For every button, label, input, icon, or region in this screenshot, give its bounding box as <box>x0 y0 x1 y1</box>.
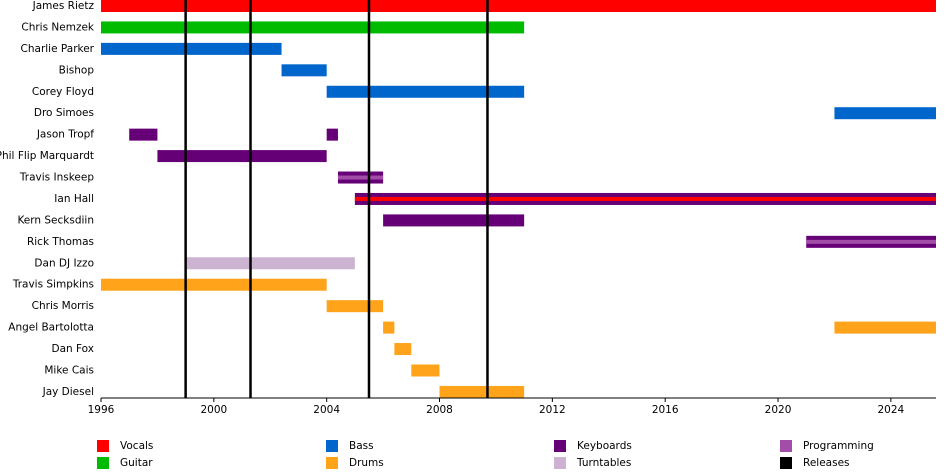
membership-bar <box>411 364 440 377</box>
legend-label: Vocals <box>120 440 153 452</box>
legend-swatch <box>97 440 109 452</box>
member-label: Angel Bartolotta <box>8 322 94 334</box>
membership-bar <box>101 278 327 291</box>
membership-bar <box>101 42 282 55</box>
membership-bar <box>101 0 936 12</box>
legend-swatch <box>780 440 792 452</box>
member-label: Rick Thomas <box>27 236 94 248</box>
member-label: Travis Simpkins <box>12 279 94 291</box>
membership-bar <box>383 214 525 227</box>
membership-bar <box>439 385 525 398</box>
legend-label: Bass <box>349 440 374 452</box>
member-label: Dan Fox <box>52 343 95 355</box>
membership-bar <box>101 21 525 34</box>
member-label: Dro Simoes <box>34 107 94 119</box>
member-label: Phil Flip Marquardt <box>0 150 94 162</box>
member-label: Chris Nemzek <box>21 21 95 33</box>
member-label: James Rietz <box>32 0 95 12</box>
member-label: Jay Diesel <box>42 386 94 398</box>
legend-label: Keyboards <box>577 440 632 452</box>
membership-bar <box>834 321 936 334</box>
membership-bar <box>157 150 327 163</box>
secondary-role-stripe <box>354 196 936 201</box>
membership-bar <box>129 128 158 141</box>
x-tick-label: 2020 <box>765 404 792 416</box>
membership-bar <box>383 321 395 334</box>
member-label: Corey Floyd <box>32 86 94 98</box>
x-tick-label: 1996 <box>88 404 115 416</box>
member-label: Kern Secksdiin <box>17 214 94 226</box>
member-label: Dan DJ Izzo <box>34 257 94 269</box>
x-tick-label: 2016 <box>652 404 679 416</box>
membership-bar <box>185 257 355 270</box>
secondary-role-stripe <box>806 239 936 244</box>
legend-label: Programming <box>803 440 874 452</box>
member-label: Chris Morris <box>32 300 94 312</box>
member-label: Bishop <box>59 64 95 76</box>
membership-bar <box>326 300 384 313</box>
member-label: Charlie Parker <box>21 43 95 55</box>
legend-label: Releases <box>803 457 850 469</box>
legend-label: Turntables <box>576 457 631 469</box>
legend-swatch <box>97 457 109 469</box>
member-label: Mike Cais <box>44 364 94 376</box>
member-label: Ian Hall <box>54 193 94 205</box>
membership-bar <box>326 85 525 98</box>
x-tick-label: 2000 <box>200 404 227 416</box>
x-tick-label: 2004 <box>313 404 340 416</box>
member-label: Jason Tropf <box>36 129 94 141</box>
membership-bar <box>394 343 412 356</box>
legend-swatch <box>326 457 338 469</box>
x-tick-label: 2008 <box>426 404 453 416</box>
legend-label: Guitar <box>120 457 153 469</box>
membership-bar <box>326 128 338 141</box>
legend-swatch <box>780 457 792 469</box>
legend-swatch <box>554 457 566 469</box>
member-label: Travis Inskeep <box>19 172 94 184</box>
membership-bar <box>834 107 936 120</box>
x-tick-label: 2012 <box>539 404 566 416</box>
x-tick-label: 2024 <box>877 404 904 416</box>
legend-swatch <box>554 440 566 452</box>
legend-swatch <box>326 440 338 452</box>
membership-bar <box>281 64 327 77</box>
secondary-role-stripe <box>337 175 384 180</box>
legend-label: Drums <box>349 457 384 469</box>
